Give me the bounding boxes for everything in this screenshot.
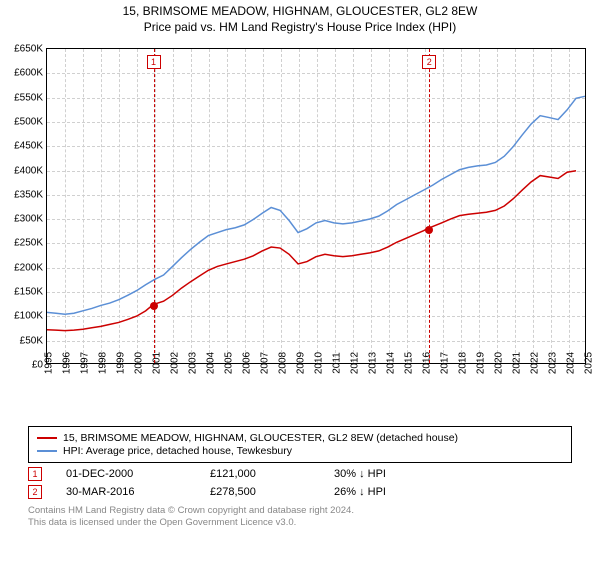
y-axis-label: £250K — [14, 238, 47, 249]
chart-area: £0£50K£100K£150K£200K£250K£300K£350K£400… — [0, 40, 600, 420]
y-axis-label: £650K — [14, 44, 47, 55]
y-axis-label: £150K — [14, 287, 47, 298]
event-dot — [425, 226, 433, 234]
y-axis-label: £550K — [14, 92, 47, 103]
legend-label: HPI: Average price, detached house, Tewk… — [63, 445, 292, 457]
y-axis-label: £100K — [14, 311, 47, 322]
y-axis-label: £50K — [20, 335, 47, 346]
y-axis-label: £200K — [14, 262, 47, 273]
legend-item: HPI: Average price, detached house, Tewk… — [37, 445, 563, 457]
event-dot — [150, 302, 158, 310]
legend-swatch — [37, 450, 57, 452]
y-axis-label: £300K — [14, 214, 47, 225]
footer-line: This data is licensed under the Open Gov… — [28, 517, 572, 529]
event-date: 30-MAR-2016 — [66, 486, 186, 498]
series-property — [47, 171, 576, 331]
event-list: 1 01-DEC-2000 £121,000 30% ↓ HPI 2 30-MAR-201… — [0, 467, 600, 499]
event-row: 2 30-MAR-2016 £278,500 26% ↓ HPI — [28, 485, 572, 499]
chart-subtitle: Price paid vs. HM Land Registry's House … — [0, 20, 600, 34]
plot-area: £0£50K£100K£150K£200K£250K£300K£350K£400… — [46, 48, 586, 364]
footer-line: Contains HM Land Registry data © Crown c… — [28, 505, 572, 517]
event-delta: 30% ↓ HPI — [334, 468, 386, 480]
legend-item: 15, BRIMSOME MEADOW, HIGHNAM, GLOUCESTER… — [37, 432, 563, 444]
event-date: 01-DEC-2000 — [66, 468, 186, 480]
chart-title: 15, BRIMSOME MEADOW, HIGHNAM, GLOUCESTER… — [0, 4, 600, 18]
y-axis-label: £500K — [14, 116, 47, 127]
legend-label: 15, BRIMSOME MEADOW, HIGHNAM, GLOUCESTER… — [63, 432, 458, 444]
event-price: £278,500 — [210, 486, 310, 498]
y-axis-label: £600K — [14, 68, 47, 79]
event-index-box: 1 — [28, 467, 42, 481]
event-index-box: 2 — [28, 485, 42, 499]
event-row: 1 01-DEC-2000 £121,000 30% ↓ HPI — [28, 467, 572, 481]
legend-swatch — [37, 437, 57, 439]
event-delta: 26% ↓ HPI — [334, 486, 386, 498]
chart-svg — [47, 49, 585, 363]
legend: 15, BRIMSOME MEADOW, HIGHNAM, GLOUCESTER… — [28, 426, 572, 463]
footer-attribution: Contains HM Land Registry data © Crown c… — [28, 505, 572, 530]
y-axis-label: £450K — [14, 141, 47, 152]
y-axis-label: £350K — [14, 189, 47, 200]
event-price: £121,000 — [210, 468, 310, 480]
y-axis-label: £400K — [14, 165, 47, 176]
